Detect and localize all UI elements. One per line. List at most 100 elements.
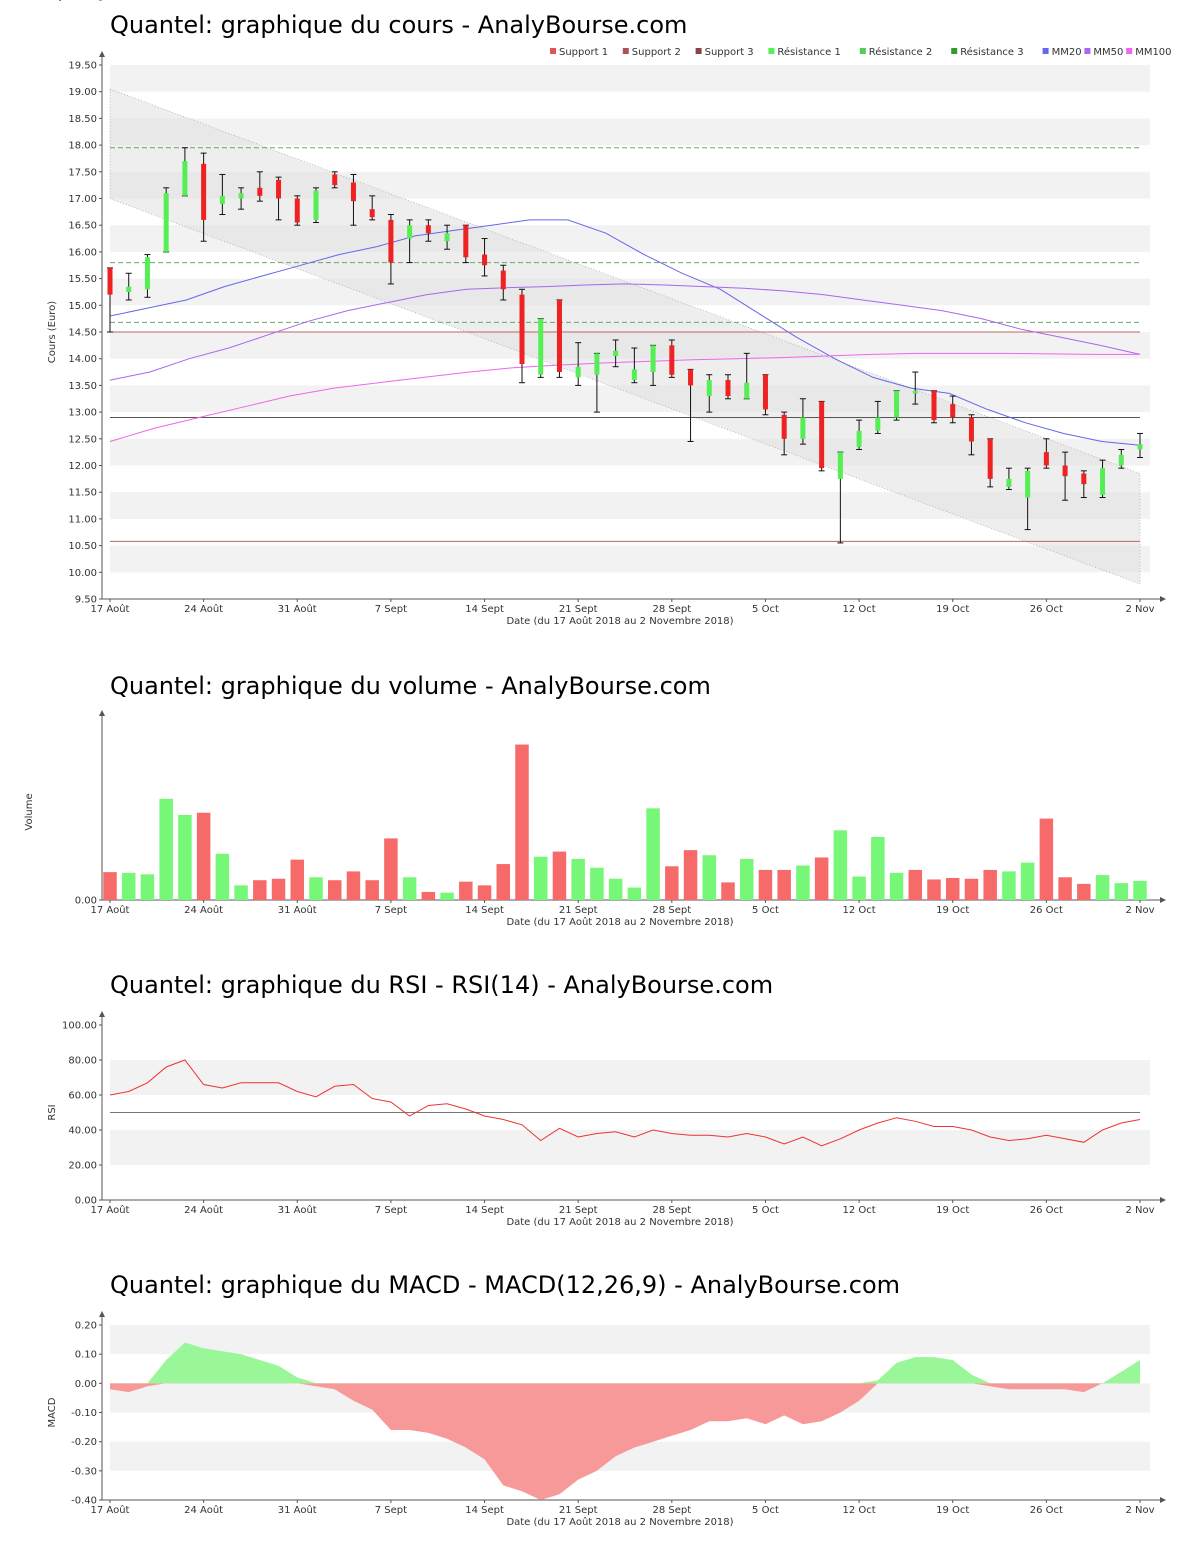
x-tick-label: 14 Sept — [465, 604, 504, 615]
x-tick-label: 12 Oct — [842, 1505, 875, 1516]
candle-body — [519, 294, 525, 365]
volume-bar — [814, 857, 829, 900]
candle-body — [968, 417, 974, 442]
volume-bar — [945, 878, 960, 900]
volume-bar — [309, 877, 323, 900]
volume-bar — [515, 744, 529, 900]
x-tick-label: 21 Sept — [559, 1205, 598, 1216]
volume-bar — [739, 858, 754, 900]
legend-label: Support 3 — [705, 47, 754, 58]
candle-body — [1006, 478, 1012, 487]
legend-label: Résistance 1 — [777, 46, 840, 58]
y-axis-arrow — [99, 51, 105, 57]
y-tick-label: 14.50 — [68, 328, 97, 339]
volume-bar — [889, 872, 904, 900]
chart-title: Quantel: graphique du RSI - RSI(14) - An… — [110, 971, 773, 999]
x-tick-label: 19 Oct — [936, 1505, 969, 1516]
volume-bar — [440, 892, 454, 900]
legend-swatch — [695, 48, 702, 54]
volume-bar — [234, 885, 248, 900]
x-tick-label: 14 Sept — [465, 905, 504, 916]
volume-bar — [1039, 818, 1054, 900]
y-tick-label: 15.50 — [68, 274, 97, 285]
volume-bar — [777, 869, 791, 900]
y-axis-arrow — [99, 710, 105, 716]
candle-body — [444, 233, 450, 242]
y-tick-label: 17.00 — [68, 194, 97, 205]
plot-stripe — [110, 545, 1150, 573]
chart-title: Quantel: graphique du MACD - MACD(12,26,… — [110, 1271, 900, 1299]
legend-swatch — [622, 48, 629, 54]
y-tick-label: 10.50 — [68, 541, 97, 552]
candle-body — [950, 404, 956, 418]
x-tick-label: 31 Août — [278, 1504, 317, 1516]
candle-body — [350, 182, 356, 202]
candle-body — [313, 190, 319, 220]
x-tick-label: 5 Oct — [752, 604, 779, 615]
volume-bar — [1002, 871, 1016, 900]
plot-stripe — [110, 65, 1150, 92]
volume-bar — [1095, 875, 1110, 900]
volume-bar — [402, 877, 417, 900]
volume-bar — [964, 878, 979, 900]
x-tick-label: 5 Oct — [752, 905, 779, 916]
macd-positive-area — [110, 1342, 1140, 1384]
legend-label: MM100 — [1135, 47, 1171, 58]
x-tick-label: 28 Sept — [652, 604, 691, 615]
x-axis-label: Date (du 17 Août 2018 au 2 Novembre 2018… — [506, 1216, 733, 1228]
legend-swatch — [768, 48, 775, 54]
volume-bar — [215, 853, 230, 900]
plot-stripe — [110, 1060, 1150, 1095]
candle-body — [725, 380, 731, 397]
y-tick-label: 11.00 — [68, 514, 97, 525]
volume-bar — [927, 879, 941, 900]
candle-body — [388, 219, 394, 263]
volume-bar — [271, 878, 286, 900]
x-tick-label: 7 Sept — [375, 905, 407, 916]
volume-bar — [852, 876, 866, 900]
volume-bar — [683, 850, 698, 900]
candle-body — [144, 257, 150, 290]
x-tick-label: 12 Oct — [842, 905, 875, 916]
y-tick-label: 12.50 — [68, 434, 97, 445]
candle-body — [1118, 454, 1124, 466]
candle-body — [1062, 465, 1068, 477]
x-axis-label: Date (du 17 Août 2018 au 2 Novembre 2018… — [506, 1516, 733, 1528]
x-tick-label: 26 Oct — [1030, 1505, 1063, 1516]
plot-stripe — [110, 118, 1150, 146]
x-tick-label: 2 Nov — [1125, 604, 1154, 615]
volume-bar — [552, 851, 567, 900]
volume-bar — [1077, 883, 1091, 900]
y-axis-label: Cours (Euro) — [47, 301, 58, 364]
y-tick-label: 11.50 — [68, 488, 97, 499]
y-tick-label: 14.00 — [68, 354, 97, 365]
y-tick-label: -0.10 — [71, 1408, 97, 1419]
x-tick-label: 17 Août — [91, 1504, 130, 1516]
y-tick-label: 100,000.00 — [40, 0, 97, 3]
volume-bar — [346, 871, 361, 900]
volume-bar — [121, 872, 136, 900]
y-tick-label: -0.40 — [71, 1496, 97, 1507]
y-tick-label: 0.20 — [75, 1321, 97, 1332]
x-tick-label: 17 Août — [91, 904, 130, 916]
candle-body — [613, 350, 619, 357]
volume-bar — [1020, 862, 1035, 900]
volume-bar — [590, 867, 604, 900]
volume-bar — [833, 830, 848, 900]
x-tick-label: 2 Nov — [1125, 1505, 1154, 1516]
volume-bar — [196, 812, 211, 900]
x-tick-label: 28 Sept — [652, 1505, 691, 1516]
x-axis-arrow — [1160, 596, 1166, 602]
x-axis-arrow — [1160, 1197, 1166, 1203]
candle-body — [407, 225, 413, 239]
x-tick-label: 14 Sept — [465, 1205, 504, 1216]
y-axis-arrow — [99, 1311, 105, 1317]
volume-bar — [665, 866, 679, 900]
candle-body — [669, 345, 675, 375]
x-tick-label: 24 Août — [184, 1504, 223, 1516]
candle-body — [987, 438, 993, 479]
volume-bar — [421, 891, 436, 900]
volume-bar — [1058, 877, 1072, 900]
x-axis-arrow — [1160, 1497, 1166, 1503]
candle-body — [781, 414, 787, 439]
